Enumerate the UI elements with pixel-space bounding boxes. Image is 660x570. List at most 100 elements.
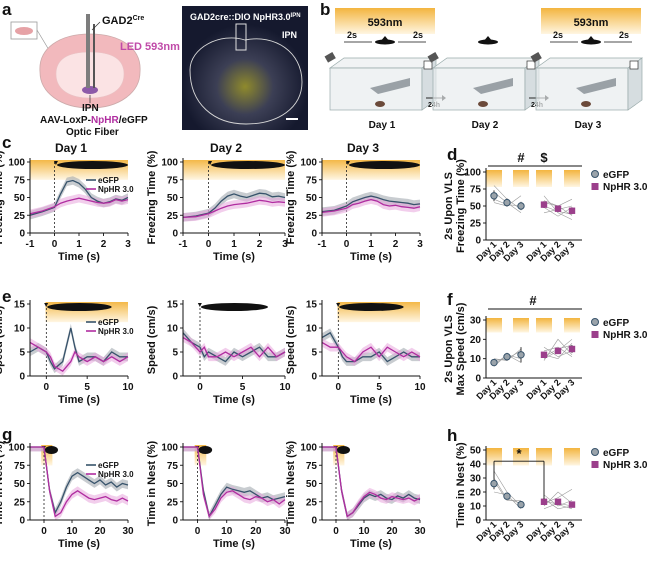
nphr-sem-band-g-3 [322, 447, 420, 520]
panel-letter-f: f [447, 290, 453, 309]
svg-text:AAV-LoxP-NpHR/eGFP: AAV-LoxP-NpHR/eGFP [40, 115, 148, 126]
y-tick-label-c-1: 100 [8, 158, 25, 169]
individual-egfp-line-h-4 [493, 480, 521, 501]
chart-e-sub-3: 0 5 10 15 0 5 10 Time (s) Speed (cm/s) [285, 300, 426, 407]
nphr-sem-band-c-3 [322, 195, 420, 217]
mouse-icon-3 [581, 101, 591, 107]
camera-icon-1 [324, 52, 336, 63]
camera-icon-2 [427, 52, 439, 63]
mean-point-f-nphr-1 [540, 351, 548, 358]
y-tick-label-d: 75 [470, 185, 482, 196]
mean-point-d-egfp-1 [490, 192, 498, 200]
y-axis-label-d: Freezing Time (%) [455, 159, 467, 253]
legend-label-nphr-c: NpHR 3.0 [98, 185, 134, 194]
y-tick-label-e-1: 0 [19, 372, 25, 383]
shelter-icon-3 [576, 78, 616, 94]
nest-icon-1 [423, 60, 433, 70]
subplot-title-c-2: Day 2 [210, 141, 242, 155]
stimulus-bar-e-3 [339, 303, 404, 311]
egfp-series-line-c-2 [182, 192, 286, 219]
day-label-3: Day 3 [575, 120, 602, 131]
y-tick-label-d: 100 [464, 168, 481, 179]
x-tick-label-g-1: 0 [41, 526, 47, 537]
mean-point-d-egfp-3 [517, 202, 525, 210]
y-tick-label-e-2: 5 [172, 348, 178, 359]
y-tick-label-f: 10 [470, 354, 482, 365]
y-tick-label-f: 0 [475, 374, 481, 385]
x-tick-label-e-1: 10 [122, 382, 134, 393]
svg-text:GAD2cre::DIO NpHR3.0IPN: GAD2cre::DIO NpHR3.0IPN [190, 12, 301, 22]
arena-top-3 [534, 57, 644, 69]
y-axis-label-c-2: Freezing Time (%) [146, 150, 158, 244]
x-tick-label-g-3: 30 [414, 526, 426, 537]
y-tick-label-c-3: 100 [300, 158, 317, 169]
mouse-icon-1 [375, 101, 385, 107]
mean-point-h-nphr-1 [540, 498, 548, 505]
micrograph-region-label: IPN [282, 30, 297, 40]
micrograph-image [182, 6, 308, 130]
disc-top-icon-3 [586, 36, 596, 42]
legend-label-nphr-e: NpHR 3.0 [98, 327, 134, 336]
mean-point-d-nphr-3 [568, 207, 576, 214]
y-tick-label-e-3: 0 [311, 372, 317, 383]
panel-a-micrograph: GAD2cre::DIO NpHR3.0IPN IPN [182, 6, 308, 130]
interval-label-pre-3: 2s [553, 30, 563, 40]
significance-symbol-d-1: # [517, 150, 525, 165]
y-tick-label-e-2: 15 [167, 300, 179, 311]
y-tick-label-f: 30 [470, 316, 482, 327]
mean-point-h-nphr-2 [554, 498, 562, 505]
interval-label-post-3: 2s [619, 30, 629, 40]
arena-top-1 [328, 57, 438, 69]
y-tick-label-h: 20 [470, 488, 482, 499]
x-tick-label-c-2: 1 [231, 239, 237, 250]
y-tick-label-h: 30 [470, 474, 482, 485]
chart-g-sub-3: 0 25 50 75 100 0 10 20 30 Time (s) Time in Nest (%… [285, 440, 426, 550]
mean-point-f-nphr-3 [568, 345, 576, 353]
individual-nphr-line-d-2 [543, 198, 573, 207]
mouse-thumbnail-icon [15, 27, 33, 35]
nphr-series-line-c-3 [321, 198, 421, 214]
mean-point-f-egfp-1 [490, 358, 498, 367]
legend-label-nphr-h: NpHR 3.0 [603, 460, 648, 471]
legend-label-egfp-e: eGFP [98, 318, 120, 327]
y-tick-label-c-3: 0 [311, 229, 317, 240]
virus-prefix: AAV-LoxP- [40, 115, 91, 126]
light-column-d-4 [536, 170, 552, 187]
y-axis-label-e-1: Speed (cm/s) [0, 305, 5, 374]
x-tick-label-c-3: -1 [318, 239, 327, 250]
x-tick-label-c-1: 2 [101, 239, 107, 250]
fiber-label: Optic Fiber [66, 127, 119, 138]
x-tick-label-g-3: 0 [333, 526, 339, 537]
y-tick-label-e-2: 10 [167, 324, 179, 335]
y-tick-label-c-2: 25 [167, 211, 179, 222]
y-axis-label2-f: 2s Upon VLS [443, 315, 455, 383]
legend-label-egfp-h: eGFP [603, 448, 629, 459]
x-tick-label-c-2: -1 [179, 239, 188, 250]
day-label-2: Day 2 [472, 120, 499, 131]
nphr-series-line-g-2 [183, 446, 286, 518]
x-tick-label-c-1: 0 [52, 239, 58, 250]
legend-marker-egfp-f [591, 318, 599, 326]
individual-nphr-line-h-2 [543, 498, 573, 510]
x-tick-label-c-1: -1 [26, 239, 35, 250]
nphr-sem-band-c-1 [30, 193, 128, 219]
y-tick-label-c-1: 75 [14, 175, 26, 186]
light-window-g-1 [41, 445, 53, 466]
mean-point-h-nphr-3 [568, 501, 576, 508]
y-tick-label-e-2: 0 [172, 372, 178, 383]
stimulus-marker-c-3 [345, 161, 350, 165]
legend-label-egfp-f: eGFP [603, 318, 629, 329]
stimulus-marker-c-2 [208, 161, 213, 165]
light-label-day-3: 593nm [574, 17, 609, 29]
x-axis-label-g-3: Time (s) [350, 538, 392, 550]
stimulus-marker-c-1 [53, 161, 58, 165]
y-tick-label-e-3: 10 [306, 324, 318, 335]
panel-letter-e: e [2, 287, 11, 306]
